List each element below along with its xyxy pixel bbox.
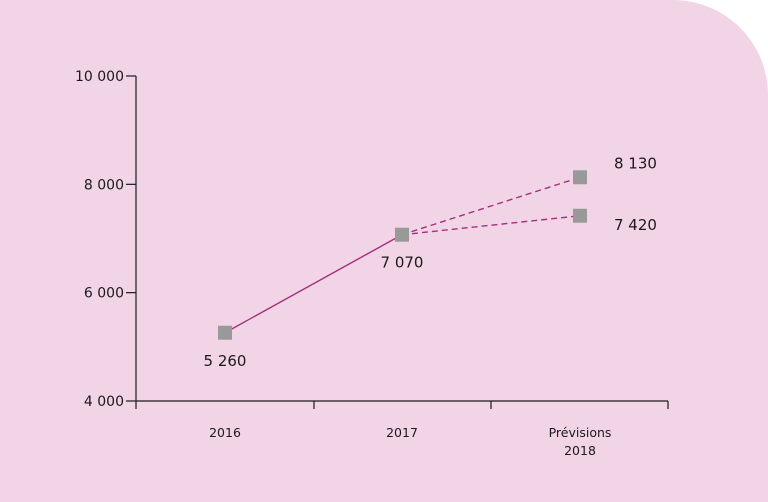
x-tick-label: 2017: [386, 425, 418, 440]
y-tick-label: 10 000: [75, 69, 124, 85]
chart-series-lines: [224, 176, 581, 334]
series-line-solid: [224, 234, 403, 334]
y-tick-label: 4 000: [84, 394, 124, 410]
data-label: 7 420: [614, 216, 657, 234]
y-tick-label: 8 000: [84, 177, 124, 193]
data-point-marker: [395, 227, 409, 242]
data-point-marker: [218, 325, 232, 340]
y-tick-label: 6 000: [84, 286, 124, 302]
x-tick-label: 2018: [564, 443, 596, 458]
chart-axes: 4 000 6 000 8 000 10 000 2016 2017 Prévisions 2…: [75, 69, 669, 458]
chart-data-labels: 5 260 7 070 8 130 7 420: [204, 154, 657, 369]
x-tick-label: Prévisions: [549, 425, 612, 440]
data-label: 7 070: [381, 254, 424, 272]
data-point-marker: [573, 208, 587, 223]
data-label: 5 260: [204, 352, 247, 370]
chart-markers: [218, 170, 587, 340]
data-point-marker: [573, 170, 587, 185]
series-line-dashed: [401, 176, 581, 236]
data-label: 8 130: [614, 154, 657, 172]
x-tick-label: 2016: [209, 425, 241, 440]
series-line-dashed: [401, 215, 581, 236]
